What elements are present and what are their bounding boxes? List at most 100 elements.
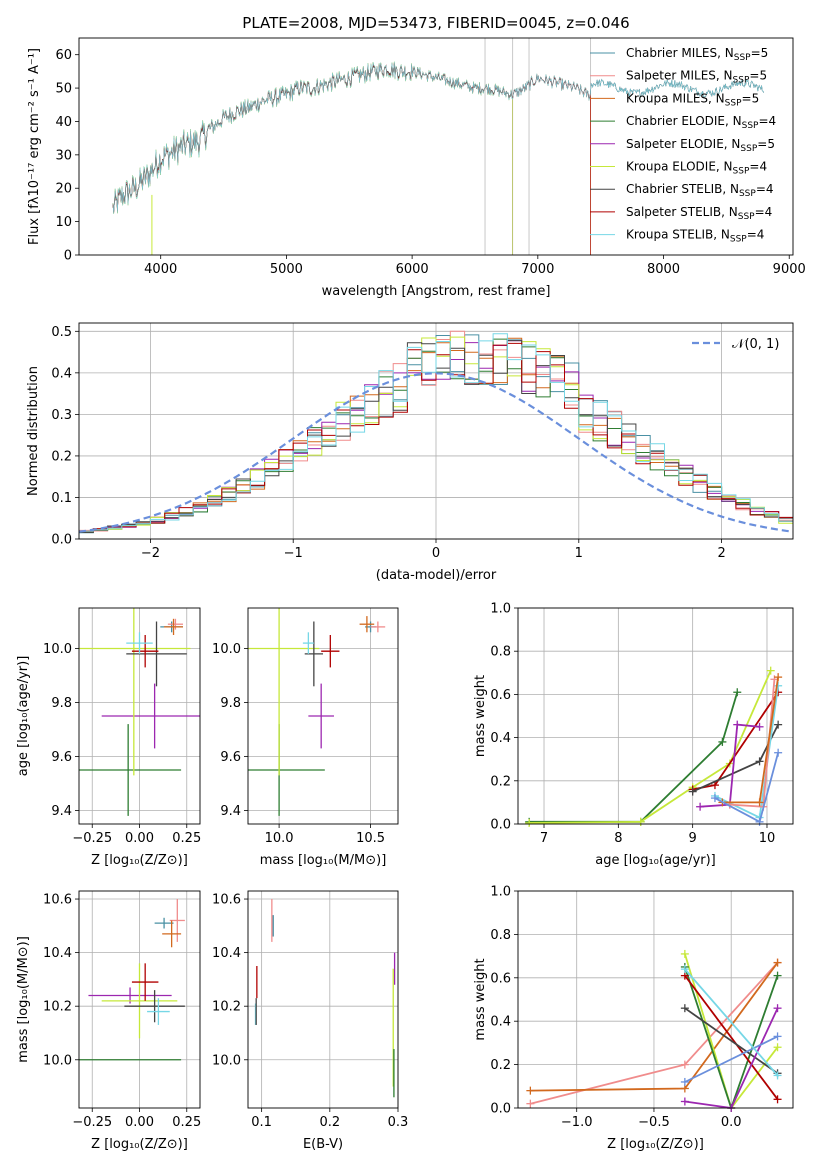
y-tick-label: 0.0 <box>51 533 72 548</box>
legend-label-suffix: =5 <box>749 69 767 83</box>
x-tick-label: 0.00 <box>125 831 154 846</box>
plots-layer: 4000 5000 6000 7000 8000 90000102030405060wav… <box>16 37 806 1152</box>
legend-label-suffix: =4 <box>758 114 776 128</box>
legend-label-sub: SSP <box>725 98 742 108</box>
x-tick-label: 9 <box>689 831 697 846</box>
x-tick-label: 7000 <box>521 262 554 277</box>
x-axis-label: Z [log₁₀(Z/Z⊙)] <box>607 1137 704 1152</box>
y-tick-label: 0 <box>64 249 72 264</box>
axes-frame <box>78 37 794 256</box>
x-tick-label: 5000 <box>270 262 303 277</box>
y-tick-label: 0.2 <box>51 449 72 464</box>
y-tick-label: 10.4 <box>212 946 241 961</box>
x-tick-label: 0 <box>432 546 440 561</box>
age_vs_mass-panel: 10.0 10.5 9.4 9.6 9.8 10.0 mass [log₁₀(M/M⊙)] <box>212 607 399 868</box>
axes-frame <box>78 322 794 540</box>
legend-label-suffix: =4 <box>755 205 773 219</box>
residuals-panel: −2 −1 0 1 2 0.0 0.1 0.2 0.3 0.4 0.5 (data-model)/er… <box>26 322 794 583</box>
legend-label-text: Chabrier STELIB, N <box>626 182 739 196</box>
y-tick-label: 0.3 <box>51 408 72 423</box>
age_vs_z-points <box>79 608 200 816</box>
x-axis-label: age [log₁₀(age/yr)] <box>595 853 716 868</box>
legend-label-text: Chabrier ELODIE, N <box>626 114 742 128</box>
x-tick-label: 1 <box>575 546 583 561</box>
y-tick-label: 20 <box>55 182 72 197</box>
x-tick-label: 9000 <box>773 262 806 277</box>
y-tick-label: 9.4 <box>51 804 72 819</box>
legend-label-text: Kroupa MILES, N <box>626 91 725 105</box>
y-axis-label: age [log₁₀(age/yr)] <box>16 656 31 777</box>
legend-label-sub: SSP <box>733 167 750 177</box>
x-tick-label: 0.25 <box>172 1115 201 1130</box>
y-tick-label: 0.0 <box>490 818 511 833</box>
x-tick-label: 10.0 <box>265 831 294 846</box>
spectrum-panel: 4000 5000 6000 7000 8000 9000 0 10 20 30 40 50 60 wav… <box>27 37 806 299</box>
massweight_vs_age-panel: 7 8 9 10 0.0 0.2 0.4 0.6 0.8 1.0 age [log₁₀(age/yr… <box>473 602 794 868</box>
legend-label-sub: SSP <box>730 235 747 245</box>
weight-line-chabrier_stelib <box>684 1007 779 1075</box>
x-tick-label: 0.0 <box>721 1115 742 1130</box>
x-axis-label: mass [log₁₀(M/M⊙)] <box>260 853 387 868</box>
x-tick-label: 7 <box>540 831 548 846</box>
x-axis-label: Z [log₁₀(Z/Z⊙)] <box>91 853 188 868</box>
legend-label-sub: SSP <box>738 212 755 222</box>
normal-curve <box>79 372 793 533</box>
y-axis-label: Normed distribution <box>26 366 41 496</box>
x-tick-label: 0.25 <box>172 831 201 846</box>
x-tick-label: 4000 <box>144 262 177 277</box>
x-axis-label: wavelength [Angstrom, rest frame] <box>322 284 551 299</box>
legend-label-suffix: =5 <box>742 91 760 105</box>
legend-label-text: Salpeter STELIB, N <box>626 205 738 219</box>
y-tick-label: 10.6 <box>43 893 72 908</box>
mass_vs_z-panel: −0.25 0.00 0.25 10.0 10.2 10.4 10.6 Z [log₁₀(Z/… <box>16 890 201 1152</box>
y-tick-label: 0.1 <box>51 491 72 506</box>
y-axis-label: Flux [fλ10⁻¹⁷ erg cm⁻² s⁻¹ A⁻¹] <box>27 48 42 245</box>
x-tick-label: 0.2 <box>319 1115 340 1130</box>
x-axis-label: (data-model)/error <box>376 568 497 583</box>
y-tick-label: 0.4 <box>490 1015 511 1030</box>
figure-title: PLATE=2008, MJD=53473, FIBERID=0045, z=0… <box>242 14 629 32</box>
weight-line-salpeter_stelib <box>684 975 779 1100</box>
y-tick-label: 10.4 <box>43 946 72 961</box>
y-tick-label: 0.5 <box>51 325 72 340</box>
legend-label-text: Kroupa ELODIE, N <box>626 160 733 174</box>
legend-label-suffix: =4 <box>749 160 767 174</box>
legend-label: Chabrier ELODIE, NSSP=4 <box>626 114 776 131</box>
legend-label-sub: SSP <box>734 53 751 63</box>
x-axis-label: Z [log₁₀(Z/Z⊙)] <box>91 1137 188 1152</box>
y-axis-label: mass [log₁₀(M/M⊙)] <box>16 936 31 1063</box>
y-tick-label: 10.6 <box>212 893 241 908</box>
y-tick-label: 1.0 <box>490 602 511 617</box>
legend-label-text: Kroupa STELIB, N <box>626 228 730 242</box>
y-tick-label: 10.0 <box>43 1053 72 1068</box>
legend-label-text: Salpeter ELODIE, N <box>626 137 740 151</box>
y-axis-label: mass weight <box>473 675 488 757</box>
residuals-histograms <box>79 330 793 539</box>
mass_vs_z-points <box>79 899 185 1061</box>
x-tick-label: 8 <box>614 831 622 846</box>
massweight_vs_z-panel: −1.0 −0.5 0.0 0.0 0.2 0.4 0.6 0.8 1.0 Z [log₁₀(Z/… <box>473 885 794 1152</box>
axes-frame <box>247 607 399 825</box>
axes-frame <box>78 890 201 1109</box>
ebv-panel: 0.1 0.2 0.3 10.0 10.2 10.4 10.6 E(B-V) <box>212 890 408 1152</box>
x-tick-label: −2 <box>141 546 160 561</box>
y-tick-label: 10.2 <box>212 1000 241 1015</box>
legend-label-suffix: =4 <box>756 182 774 196</box>
y-tick-label: 0.6 <box>490 971 511 986</box>
axes-frame <box>517 890 794 1109</box>
y-tick-label: 0.0 <box>490 1102 511 1117</box>
legend-label: Chabrier MILES, NSSP=5 <box>626 46 768 63</box>
ebv-points <box>254 899 396 1098</box>
y-tick-label: 10.2 <box>43 1000 72 1015</box>
y-tick-label: 0.2 <box>490 774 511 789</box>
legend-label-sub: SSP <box>742 121 759 131</box>
y-tick-label: 0.8 <box>490 928 511 943</box>
y-tick-label: 50 <box>55 82 72 97</box>
y-tick-label: 10 <box>55 215 72 230</box>
y-tick-label: 10.0 <box>43 642 72 657</box>
axes-frame <box>247 890 399 1109</box>
x-tick-label: 0.1 <box>251 1115 272 1130</box>
legend-label-text: Chabrier MILES, N <box>626 46 734 60</box>
